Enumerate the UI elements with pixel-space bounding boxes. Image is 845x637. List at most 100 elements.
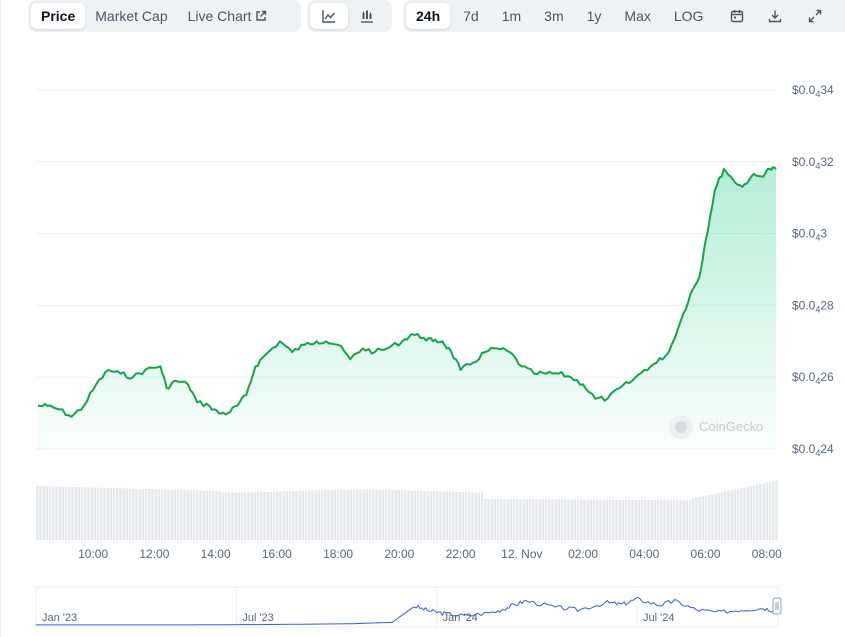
volume-bar (285, 491, 288, 540)
volume-bar (608, 499, 612, 540)
volume-bar (429, 491, 432, 540)
volume-bar (160, 489, 164, 540)
volume-bar (592, 499, 596, 540)
volume-bar (39, 486, 42, 540)
volume-bar (752, 485, 756, 540)
volume-bar (116, 488, 119, 540)
volume-bar (740, 488, 743, 540)
watermark-label: CoinGecko (699, 419, 763, 434)
y-tick-label: $0.0432 (792, 155, 834, 171)
volume-bar (340, 489, 343, 540)
volume-bar (711, 494, 714, 540)
tab-live-chart[interactable]: Live Chart (178, 3, 278, 29)
calendar-icon (730, 9, 744, 23)
volume-bar (730, 490, 733, 540)
volume-bar (669, 500, 672, 540)
volume-bar (144, 488, 148, 540)
volume-bar (442, 491, 445, 540)
volume-bar (455, 492, 458, 540)
volume-bar (295, 491, 298, 540)
volume-bar (423, 491, 426, 540)
volume-bar (381, 489, 384, 540)
range-max[interactable]: Max (624, 8, 651, 24)
volume-bar (532, 499, 535, 540)
volume-bar (634, 500, 637, 540)
volume-bar (250, 492, 253, 540)
volume-bar (692, 498, 695, 540)
volume-bar (567, 499, 570, 540)
download-icon (768, 9, 782, 23)
x-tick-label: 20:00 (384, 547, 414, 561)
volume-bar (128, 488, 132, 540)
line-chart-icon (322, 9, 336, 23)
fullscreen-button[interactable] (799, 3, 831, 29)
volume-bar (618, 499, 621, 540)
volume-bar (535, 499, 538, 540)
volume-bar (480, 492, 484, 540)
y-axis: $0.0434 $0.0432 $0.043 $0.0428 $0.0426 $0.042… (792, 83, 834, 458)
volume-bar (432, 491, 436, 540)
volume-bar (87, 487, 90, 540)
volume-bar (109, 488, 112, 540)
volume-bar (656, 500, 660, 540)
volume-bar (112, 488, 116, 540)
range-24h[interactable]: 24h (406, 3, 451, 29)
volume-bar (333, 489, 336, 540)
log-scale-button[interactable]: LOG (673, 8, 704, 24)
volume-bar (573, 499, 576, 540)
chart-type-toggle (307, 0, 392, 32)
volume-bar (493, 499, 496, 540)
volume-bar (512, 499, 516, 540)
volume-bar (650, 500, 653, 540)
tab-market-cap[interactable]: Market Cap (95, 8, 168, 24)
volume-bar (580, 499, 583, 540)
volume-bar (320, 490, 324, 540)
volume-bar (269, 491, 272, 540)
x-axis: 10:00 12:00 14:00 16:00 18:00 20:00 22:00 12. N… (78, 547, 782, 561)
volume-bar (704, 495, 708, 540)
volume-bar (660, 500, 663, 540)
volume-bar (391, 489, 394, 540)
volume-bar (564, 499, 567, 540)
volume-bar (224, 492, 228, 540)
volume-bar (336, 489, 340, 540)
volume-bar (52, 486, 55, 540)
volume-bar (141, 488, 144, 540)
line-chart-button[interactable] (310, 3, 348, 29)
volume-bar (135, 488, 138, 540)
volume-bar (615, 499, 618, 540)
volume-bar (100, 487, 103, 540)
volume-bar (132, 488, 135, 540)
volume-bar (541, 499, 544, 540)
range-1y[interactable]: 1y (586, 8, 602, 24)
volume-bar (685, 500, 688, 540)
download-button[interactable] (759, 3, 791, 29)
volume-bar (682, 500, 685, 540)
range-3m[interactable]: 3m (544, 8, 564, 24)
volume-bar (557, 499, 560, 540)
volume-bar (359, 489, 362, 540)
range-1m[interactable]: 1m (501, 8, 522, 24)
candlestick-chart-button[interactable] (348, 3, 386, 29)
volume-bar (695, 497, 698, 540)
navigator-tick-label: Jul '23 (242, 612, 273, 624)
volume-bar (64, 486, 68, 540)
volume-bar (599, 499, 602, 540)
range-7d[interactable]: 7d (463, 8, 479, 24)
volume-bar (484, 499, 487, 540)
navigator-handle[interactable] (772, 597, 782, 615)
y-tick-label: $0.0426 (792, 370, 834, 386)
volume-bar (439, 491, 442, 540)
volume-bar (551, 499, 554, 540)
range-navigator[interactable]: Jan '23 Jul '23 Jan '24 Jul '24 (35, 586, 782, 628)
volume-bar (724, 491, 727, 540)
volume-bar (548, 499, 551, 540)
volume-bar (317, 490, 320, 540)
date-picker-button[interactable] (721, 3, 753, 29)
tab-price[interactable]: Price (31, 3, 86, 29)
time-range-toggle: 24h 7d 1m 3m 1y Max LOG (403, 0, 845, 32)
volume-bar (106, 487, 109, 540)
volume-bar (708, 494, 711, 540)
volume-bar (103, 487, 106, 540)
